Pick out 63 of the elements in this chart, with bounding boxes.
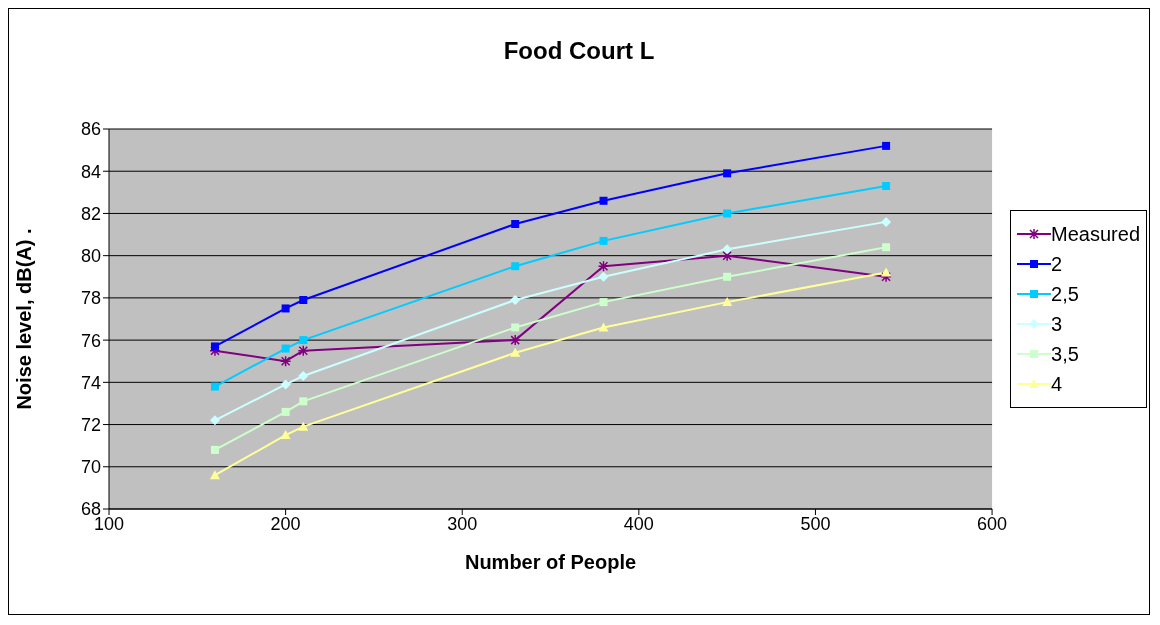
legend-label: Measured bbox=[1051, 222, 1140, 247]
point bbox=[281, 304, 290, 313]
point bbox=[281, 407, 290, 416]
x-tick-label: 200 bbox=[270, 513, 301, 534]
x-tick-label: 300 bbox=[447, 513, 478, 534]
point bbox=[511, 323, 520, 332]
point bbox=[299, 397, 308, 406]
point bbox=[880, 271, 892, 283]
point bbox=[723, 272, 732, 281]
point bbox=[279, 355, 292, 367]
y-tick-label: 84 bbox=[80, 161, 101, 182]
point bbox=[510, 347, 521, 357]
point bbox=[510, 295, 521, 305]
point bbox=[599, 236, 608, 245]
point bbox=[511, 262, 520, 271]
point bbox=[298, 371, 309, 381]
point bbox=[881, 267, 892, 277]
legend-label: 3,5 bbox=[1051, 342, 1079, 367]
point bbox=[299, 296, 308, 304]
point bbox=[280, 379, 291, 390]
point bbox=[723, 169, 732, 178]
point bbox=[882, 182, 891, 190]
point bbox=[598, 271, 609, 282]
y-tick-label: 76 bbox=[80, 330, 101, 351]
point bbox=[281, 344, 290, 353]
point bbox=[280, 430, 291, 440]
y-tick-label: 70 bbox=[80, 457, 101, 478]
y-tick-label: 80 bbox=[80, 246, 101, 267]
legend-label: 3 bbox=[1051, 312, 1063, 337]
point bbox=[599, 298, 608, 307]
legend-label: 4 bbox=[1051, 372, 1063, 397]
point bbox=[511, 220, 520, 228]
point bbox=[297, 344, 310, 357]
y-tick-label: 74 bbox=[80, 372, 101, 393]
point bbox=[210, 382, 219, 391]
x-axis-title: Number of People bbox=[464, 551, 637, 573]
point bbox=[210, 445, 219, 454]
y-tick-label: 78 bbox=[80, 288, 101, 309]
x-tick-label: 500 bbox=[800, 513, 831, 534]
point bbox=[209, 470, 220, 480]
y-tick-label: 82 bbox=[80, 203, 101, 224]
point bbox=[722, 297, 733, 307]
x-tick-label: 400 bbox=[623, 513, 654, 534]
point bbox=[882, 243, 891, 252]
legend-label: 2 bbox=[1051, 252, 1063, 277]
y-tick-label: 72 bbox=[80, 414, 101, 435]
point bbox=[298, 421, 309, 431]
point bbox=[299, 336, 308, 345]
point bbox=[881, 216, 892, 227]
point bbox=[723, 209, 732, 218]
point bbox=[597, 260, 610, 272]
y-axis-title: Noise level, dB(A) . bbox=[13, 228, 36, 410]
point bbox=[722, 244, 733, 255]
legend-label: 2,5 bbox=[1051, 282, 1079, 307]
x-tick-label: 600 bbox=[977, 513, 1008, 534]
y-tick-label: 86 bbox=[80, 119, 101, 140]
point bbox=[598, 322, 609, 332]
point bbox=[210, 342, 219, 351]
point bbox=[509, 334, 521, 346]
point bbox=[599, 196, 608, 205]
point bbox=[882, 141, 891, 150]
point bbox=[209, 415, 220, 426]
chart-title: Food Court L bbox=[502, 37, 656, 65]
